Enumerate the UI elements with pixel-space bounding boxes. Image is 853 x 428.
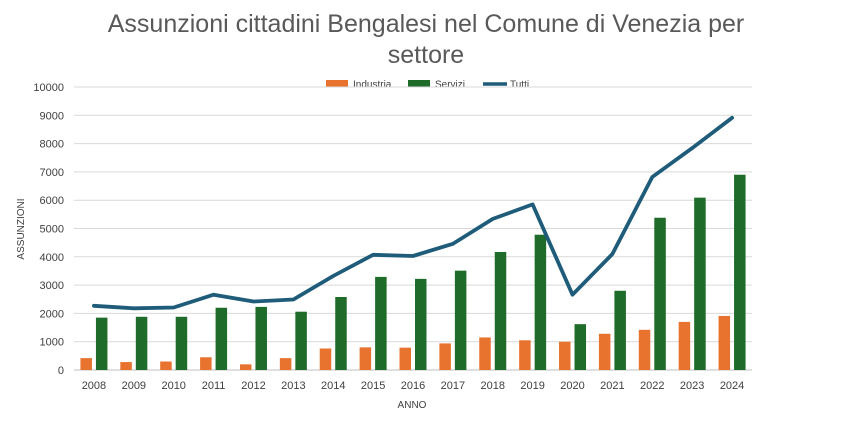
bar-industria-2009	[120, 362, 132, 370]
legend-label-servizi: Servizi	[435, 80, 465, 91]
legend: Industria Servizi Tutti	[326, 80, 529, 91]
x-tick-label-2020: 2020	[560, 380, 584, 392]
x-tick-label-2008: 2008	[82, 380, 106, 392]
bar-servizi-2008	[96, 318, 108, 370]
bar-industria-2024	[719, 316, 731, 370]
x-tick-label-2024: 2024	[720, 380, 744, 392]
bar-industria-2016	[400, 348, 412, 370]
y-axis-ticks: 0 1000 2000 3000 4000 5000 6000 7000 8000 9000 100…	[33, 82, 64, 377]
x-axis-ticks: 2008 2009 2010 2011 2012 2013 2014 2015 2016 2017…	[82, 380, 745, 392]
bar-servizi-2010	[176, 317, 188, 370]
x-tick-label-2011: 2011	[202, 380, 226, 392]
x-tick-label-2018: 2018	[481, 380, 505, 392]
bar-servizi-2017	[455, 271, 467, 370]
bar-industria-2017	[439, 343, 451, 370]
x-tick-label-2015: 2015	[361, 380, 385, 392]
line-series	[94, 118, 732, 309]
x-tick-label-2009: 2009	[122, 380, 146, 392]
bar-servizi-2014	[335, 297, 347, 370]
bar-industria-2019	[519, 340, 531, 370]
x-tick-label-2022: 2022	[640, 380, 664, 392]
x-axis-title: ANNO	[398, 400, 427, 411]
bar-servizi-2011	[216, 308, 228, 370]
bar-industria-2022	[639, 330, 651, 370]
bar-industria-2020	[559, 342, 571, 370]
bar-industria-2011	[200, 357, 212, 370]
bar-servizi-2016	[415, 279, 427, 370]
y-tick-label-8000: 8000	[40, 139, 64, 151]
legend-label-tutti: Tutti	[510, 80, 529, 91]
legend-swatch-servizi	[408, 80, 430, 87]
legend-label-industria: Industria	[353, 80, 392, 91]
y-tick-label-10000: 10000	[33, 82, 64, 94]
y-axis-title: ASSUNZIONI	[16, 198, 27, 259]
y-tick-label-0: 0	[58, 365, 64, 377]
bar-industria-2015	[360, 347, 372, 370]
y-tick-label-5000: 5000	[40, 224, 64, 236]
y-tick-label-6000: 6000	[40, 195, 64, 207]
x-tick-label-2019: 2019	[520, 380, 544, 392]
bar-industria-2014	[320, 348, 332, 370]
bar-industria-2010	[160, 362, 172, 370]
bar-industria-2018	[479, 337, 491, 370]
x-tick-label-2013: 2013	[281, 380, 305, 392]
bar-industria-2012	[240, 364, 252, 370]
x-tick-label-2023: 2023	[680, 380, 704, 392]
bar-servizi-2021	[614, 291, 626, 370]
bar-servizi-2009	[136, 317, 148, 370]
y-tick-label-7000: 7000	[40, 167, 64, 179]
x-tick-label-2010: 2010	[161, 380, 185, 392]
bar-industria-2013	[280, 358, 292, 370]
bar-servizi-2012	[255, 307, 267, 370]
bar-industria-2008	[80, 358, 92, 370]
bar-servizi-2023	[694, 198, 706, 370]
bars	[80, 175, 745, 370]
y-tick-label-1000: 1000	[40, 337, 64, 349]
x-tick-label-2012: 2012	[241, 380, 265, 392]
chart-title-line-1: Assunzioni cittadini Bengalesi nel Comun…	[108, 10, 745, 38]
chart-title-line-2: settore	[388, 41, 464, 69]
bar-servizi-2020	[575, 324, 587, 370]
y-tick-label-4000: 4000	[40, 252, 64, 264]
x-tick-label-2017: 2017	[441, 380, 465, 392]
x-tick-label-2014: 2014	[321, 380, 345, 392]
bar-servizi-2018	[495, 252, 507, 370]
bar-servizi-2015	[375, 277, 387, 370]
y-tick-label-2000: 2000	[40, 308, 64, 320]
x-tick-label-2021: 2021	[600, 380, 624, 392]
bar-servizi-2013	[295, 312, 307, 370]
bar-servizi-2019	[535, 235, 547, 370]
y-tick-label-9000: 9000	[40, 110, 64, 122]
x-tick-label-2016: 2016	[401, 380, 425, 392]
bar-industria-2021	[599, 334, 611, 370]
gridlines	[74, 87, 752, 370]
line-tutti	[94, 118, 732, 308]
legend-swatch-industria	[326, 80, 348, 87]
y-tick-label-3000: 3000	[40, 280, 64, 292]
bar-servizi-2022	[654, 218, 666, 370]
bar-servizi-2024	[734, 175, 746, 370]
bar-industria-2023	[679, 322, 691, 370]
